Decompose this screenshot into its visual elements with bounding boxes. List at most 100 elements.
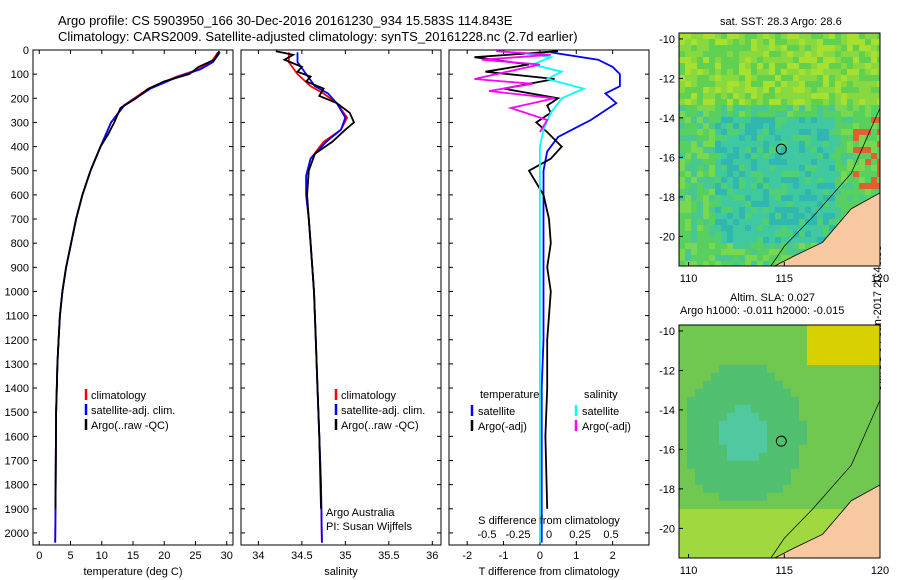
sst_map-cell xyxy=(775,243,781,249)
sst_map-cell xyxy=(841,69,847,75)
sst_map-cell xyxy=(877,189,880,195)
sst_map-cell xyxy=(853,33,859,39)
sla_map-cell xyxy=(695,341,703,349)
sst_map-cell xyxy=(799,93,805,99)
sst_map-cell xyxy=(787,117,793,123)
sst_map-cell xyxy=(811,111,817,117)
sst_map-cell xyxy=(775,213,781,219)
sst_map-cell xyxy=(811,93,817,99)
sla_map-cell xyxy=(759,429,767,437)
sst_map-cell xyxy=(685,171,691,177)
sst_map-cell xyxy=(793,63,799,69)
sst_map-cell xyxy=(859,147,865,153)
sst_map-cell xyxy=(679,69,685,75)
sla_map-cell xyxy=(711,413,719,421)
sst_map-cell xyxy=(811,81,817,87)
sla_map-cell xyxy=(831,413,839,421)
sst_map-cell xyxy=(817,153,823,159)
sst_map-cell xyxy=(691,81,697,87)
sst_map-cell xyxy=(835,111,841,117)
sst_map-cell xyxy=(817,183,823,189)
sla_map-ytick-label: -14 xyxy=(659,405,675,417)
sst_map-cell xyxy=(817,75,823,81)
sst_map-cell xyxy=(823,117,829,123)
sst_map-cell xyxy=(835,33,841,39)
sst_map-cell xyxy=(709,123,715,129)
sla_map-cell xyxy=(719,525,727,533)
sla_map-cell xyxy=(871,325,879,333)
sst_map-cell xyxy=(697,93,703,99)
sst_map-cell xyxy=(751,39,757,45)
sst_map-cell xyxy=(745,63,751,69)
sst_map-cell xyxy=(829,177,835,183)
sla_map-cell xyxy=(719,549,727,557)
sst_map-cell xyxy=(763,123,769,129)
sla_map-cell xyxy=(815,501,823,509)
sst_map-cell xyxy=(703,69,709,75)
sst_map-cell xyxy=(859,195,865,201)
sla_map-cell xyxy=(743,373,751,381)
sst_map-cell xyxy=(793,225,799,231)
sst_map-cell xyxy=(781,213,787,219)
sst_map-cell xyxy=(805,141,811,147)
sla_map-cell xyxy=(799,477,807,485)
sla_map-cell xyxy=(791,397,799,405)
sla_map-cell xyxy=(687,437,695,445)
sst_map-cell xyxy=(799,75,805,81)
sla_map-cell xyxy=(743,509,751,517)
sla_map-cell xyxy=(695,549,703,557)
sst_map-cell xyxy=(775,87,781,93)
salinity-legend-label: Argo(..raw -QC) xyxy=(341,420,419,432)
sst_map-cell xyxy=(829,33,835,39)
sla_map-cell xyxy=(711,333,719,341)
sst_map-cell xyxy=(775,201,781,207)
sst_map-cell xyxy=(829,63,835,69)
sst_map-cell xyxy=(709,45,715,51)
sst_map-cell xyxy=(745,255,751,261)
sst_map-cell xyxy=(703,231,709,237)
sla_map-cell xyxy=(703,549,711,557)
sst_map-cell xyxy=(721,153,727,159)
sst_map-cell xyxy=(841,129,847,135)
sla_map-cell xyxy=(727,405,735,413)
sst_map-cell xyxy=(691,75,697,81)
sst_map-cell xyxy=(817,165,823,171)
sst_map-cell xyxy=(703,93,709,99)
sst_map-cell xyxy=(817,141,823,147)
sla_map-cell xyxy=(815,405,823,413)
sst_map-cell xyxy=(763,243,769,249)
sla_map-cell xyxy=(695,413,703,421)
sla_map-cell xyxy=(823,453,831,461)
sst_map-cell xyxy=(679,243,685,249)
sst_map-contour xyxy=(770,107,881,267)
sst_map-cell xyxy=(697,123,703,129)
sst_map-cell xyxy=(877,39,880,45)
sla_map-cell xyxy=(823,517,831,525)
sst_map-cell xyxy=(757,225,763,231)
sst_map-cell xyxy=(787,249,793,255)
sst_map-cell xyxy=(757,39,763,45)
sst_map-cell xyxy=(841,189,847,195)
sla_map-cell xyxy=(871,405,879,413)
sst_map-cell xyxy=(745,189,751,195)
sla_map-cell xyxy=(871,333,879,341)
sst_map-cell xyxy=(793,69,799,75)
sst_map-cell xyxy=(709,159,715,165)
sla_map-cell xyxy=(711,477,719,485)
sst_map-cell xyxy=(787,63,793,69)
sst_map-cell xyxy=(745,201,751,207)
sla_map-cell xyxy=(727,485,735,493)
sla_map-cell xyxy=(687,517,695,525)
diff-legend-label-t: Argo(-adj) xyxy=(478,421,527,433)
sla_map-cell xyxy=(807,357,815,365)
sst_map-cell xyxy=(739,213,745,219)
sst_map-cell xyxy=(877,147,880,153)
sst_map-cell xyxy=(781,33,787,39)
sla_map-cell xyxy=(839,365,847,373)
sst_map-cell xyxy=(847,141,853,147)
sst_map-cell xyxy=(697,213,703,219)
sla_map-cell xyxy=(679,461,687,469)
sst_map-cell xyxy=(703,87,709,93)
sst_map-cell xyxy=(679,45,685,51)
sla_map-cell xyxy=(863,485,871,493)
